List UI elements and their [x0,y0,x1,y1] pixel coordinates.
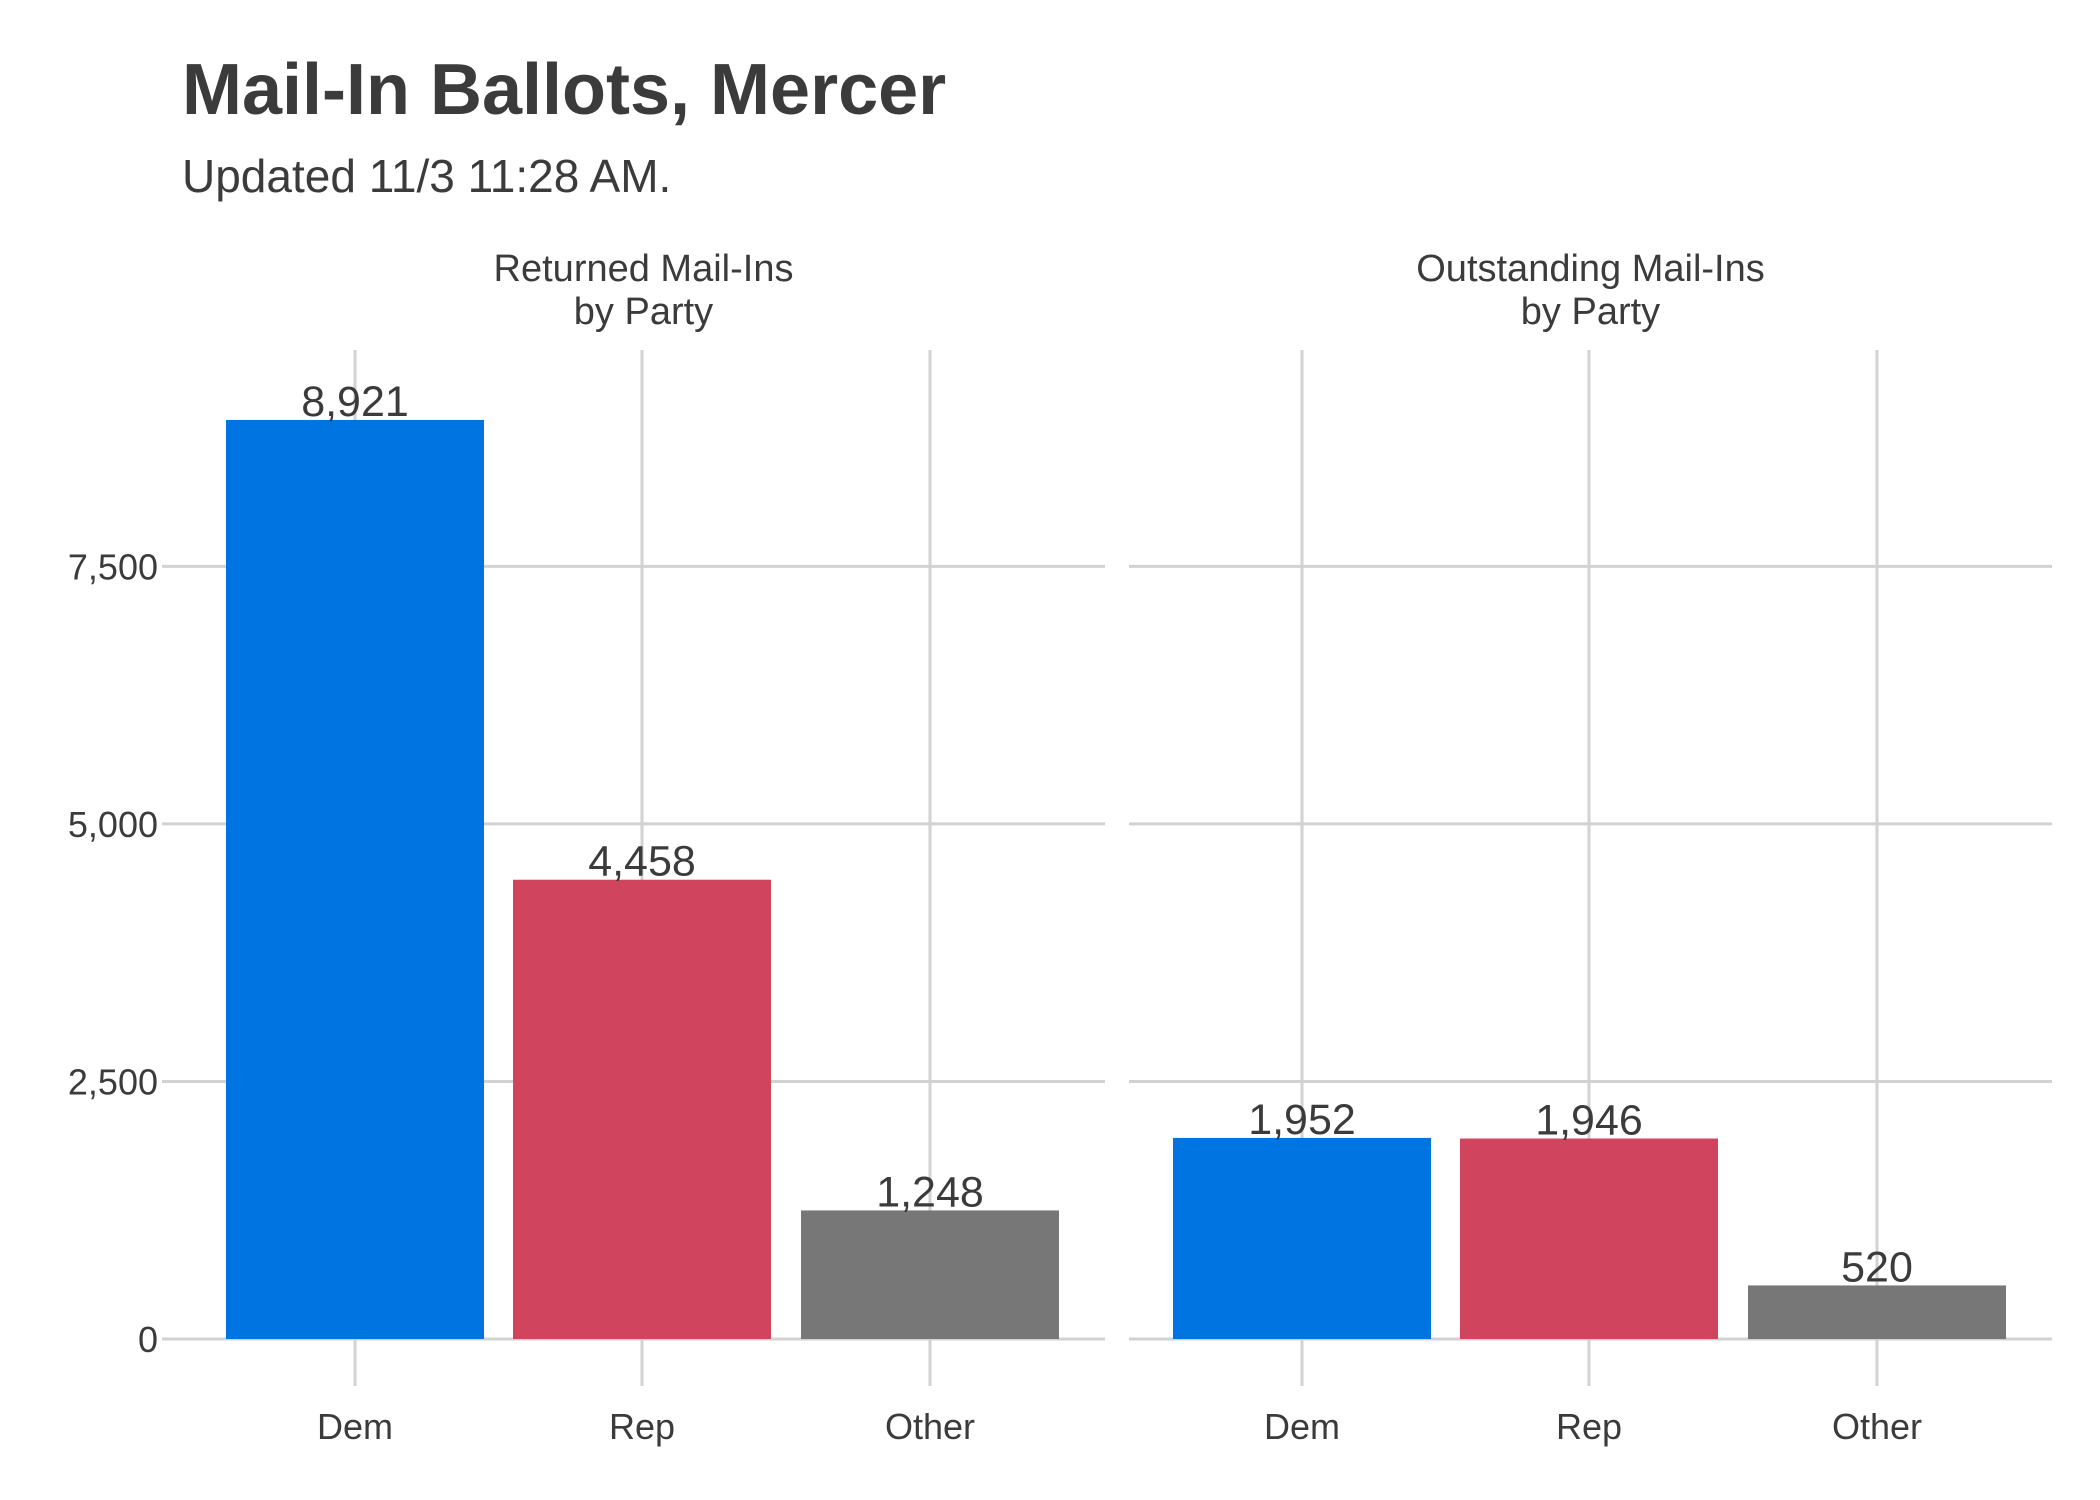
x-tick-label: Other [885,1406,975,1447]
bar-rep [513,879,771,1339]
bar-value-label: 1,248 [876,1168,984,1216]
bar-other [1748,1285,2006,1339]
x-tick-label: Other [1832,1406,1922,1447]
panel-title-line: by Party [1521,291,1660,333]
bar-other [801,1210,1059,1339]
panel-title-line: by Party [574,291,713,333]
bar-value-label: 8,921 [301,378,409,426]
y-tick-label: 0 [138,1319,158,1360]
x-tick-label: Rep [1556,1406,1622,1447]
bar-rep [1460,1138,1718,1339]
x-tick-label: Dem [317,1406,393,1447]
bar-value-label: 4,458 [588,838,696,886]
chart-subtitle: Updated 11/3 11:28 AM. [182,150,671,202]
y-tick-label: 7,500 [68,546,158,587]
x-tick-label: Rep [609,1406,675,1447]
x-tick-label: Dem [1264,1406,1340,1447]
chart-title: Mail-In Ballots, Mercer [182,50,946,130]
y-tick-label: 2,500 [68,1061,158,1102]
panel-title-line: Returned Mail-Ins [494,248,794,290]
bar-dem [1173,1137,1431,1339]
bar-value-label: 520 [1841,1243,1913,1291]
y-tick-label: 5,000 [68,804,158,845]
bar-value-label: 1,952 [1248,1096,1356,1144]
bar-value-label: 1,946 [1535,1097,1643,1145]
bar-dem [226,419,484,1339]
panel-title-line: Outstanding Mail-Ins [1416,248,1765,290]
